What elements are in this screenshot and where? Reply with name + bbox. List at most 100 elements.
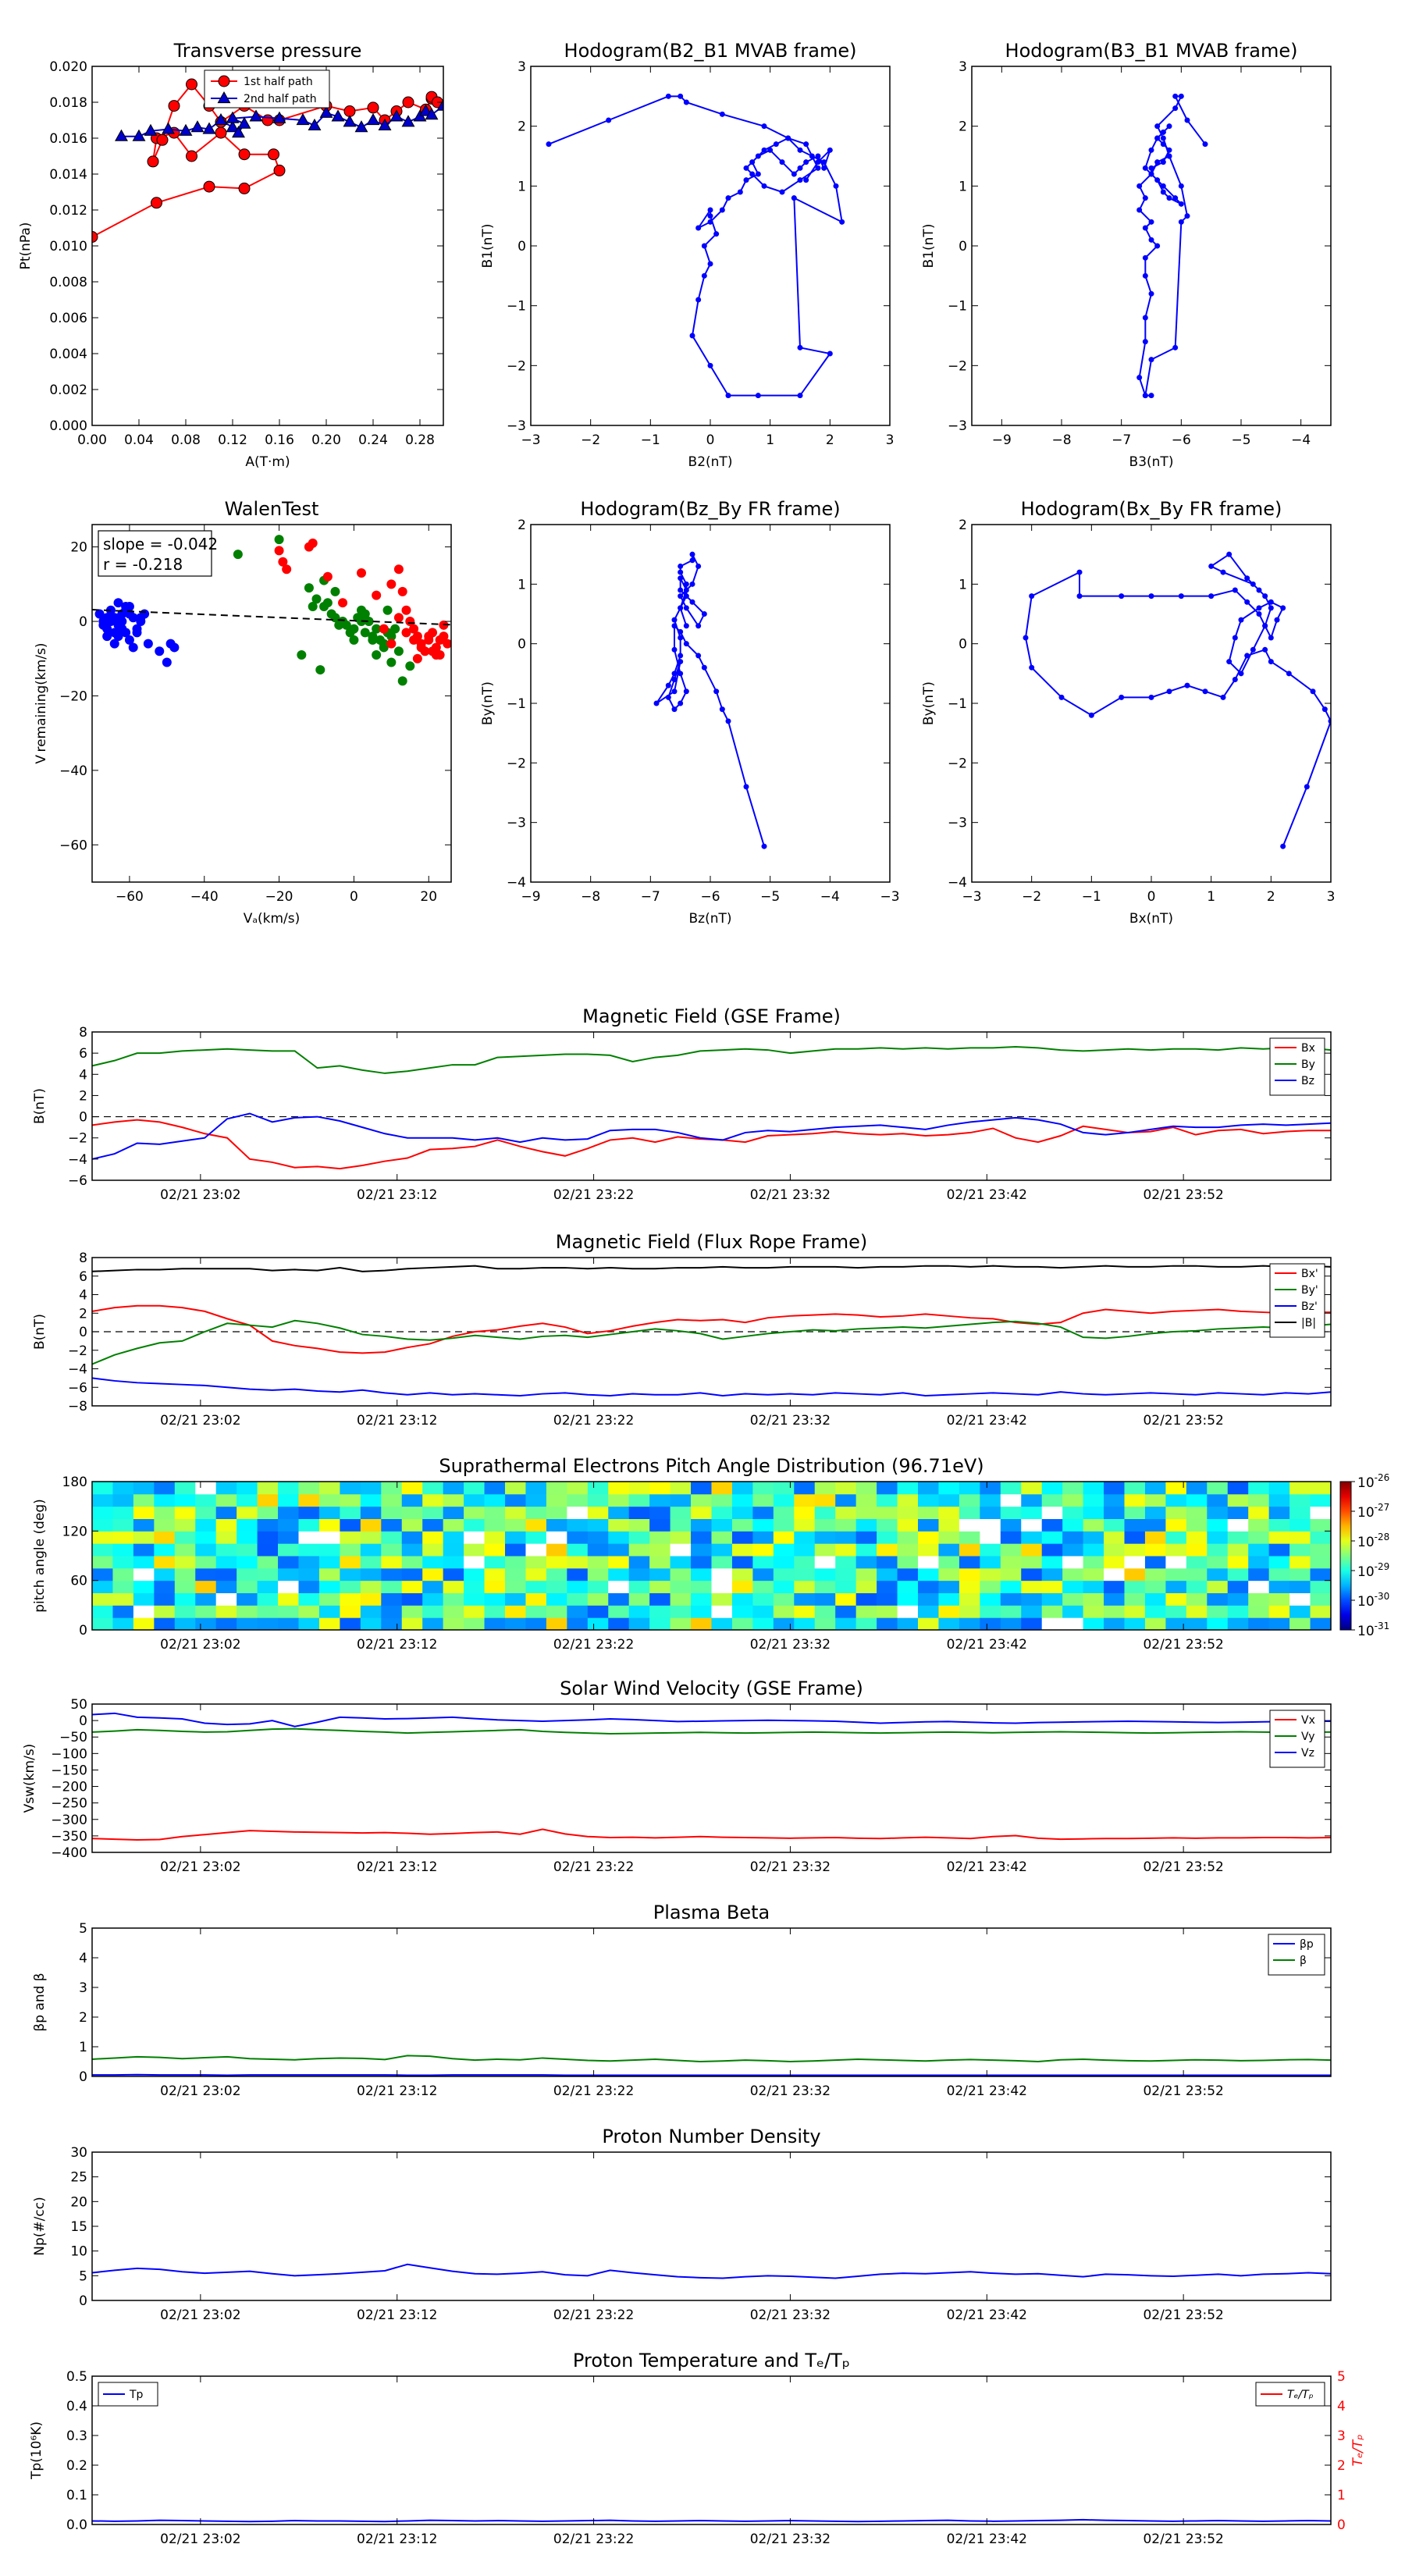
pad-heatmap-cell bbox=[1021, 1592, 1043, 1606]
h2-x-tick-label: −7 bbox=[1112, 432, 1131, 448]
pad-heatmap-cell bbox=[443, 1493, 464, 1507]
pad-heatmap-cell bbox=[1186, 1493, 1208, 1507]
h1-data-point bbox=[689, 333, 695, 339]
pad-heatmap-cell bbox=[237, 1518, 258, 1532]
pad-heatmap-cell bbox=[1124, 1531, 1146, 1544]
h3-data-point bbox=[683, 641, 689, 647]
bgse-y-axis-label: B(nT) bbox=[32, 1088, 48, 1124]
h3-data-point bbox=[671, 623, 678, 629]
walen-x-tick-label: 0 bbox=[350, 889, 358, 905]
pad-heatmap-cell bbox=[1083, 1605, 1104, 1618]
pad-heatmap-cell bbox=[1248, 1531, 1270, 1544]
walen-data-point bbox=[386, 579, 397, 589]
h4-y-tick-label: 2 bbox=[959, 518, 967, 533]
pad-heatmap-cell bbox=[298, 1506, 320, 1519]
pad-heatmap-cell bbox=[1165, 1605, 1187, 1618]
pad-heatmap-cell bbox=[215, 1506, 237, 1519]
pad-heatmap-cell bbox=[980, 1493, 1001, 1507]
h3-data-point bbox=[671, 706, 678, 713]
pad-heatmap-cell bbox=[133, 1493, 155, 1507]
pad-heatmap-cell bbox=[381, 1518, 403, 1532]
beta-time-tick-label: 02/21 23:52 bbox=[1143, 2083, 1223, 2099]
pad-heatmap-cell bbox=[773, 1506, 795, 1519]
bgse-y-tick-label: 0 bbox=[79, 1110, 87, 1126]
h1-data-point bbox=[821, 159, 827, 165]
tp-y2-tick-label: 5 bbox=[1337, 2369, 1346, 2385]
pad-heatmap-cell bbox=[1062, 1592, 1084, 1606]
pad-heatmap-cell bbox=[484, 1531, 506, 1544]
pad-heatmap-cell bbox=[525, 1493, 547, 1507]
pad-heatmap-cell bbox=[1000, 1580, 1022, 1593]
pad-heatmap-cell bbox=[195, 1567, 217, 1582]
pad-time-tick-label: 02/21 23:32 bbox=[750, 1637, 831, 1653]
pad-heatmap-cell bbox=[381, 1482, 403, 1495]
pad-heatmap-cell bbox=[257, 1592, 279, 1606]
pad-heatmap-cell bbox=[1000, 1556, 1022, 1569]
pad-heatmap-cell bbox=[1207, 1518, 1229, 1532]
h2-data-point bbox=[1148, 165, 1154, 171]
bfr-y-tick-label: −8 bbox=[68, 1399, 87, 1414]
pad-heatmap-cell bbox=[877, 1556, 898, 1569]
h3-y-tick-label: 0 bbox=[518, 637, 526, 653]
pad-heatmap-cell bbox=[1124, 1518, 1146, 1532]
pad-heatmap-cell bbox=[505, 1531, 526, 1544]
walen-data-point bbox=[282, 564, 292, 575]
pad-heatmap-cell bbox=[752, 1543, 774, 1557]
pad-colorbar-base: 10 bbox=[1357, 1564, 1375, 1580]
walen-data-point bbox=[311, 594, 322, 604]
pad-heatmap-cell bbox=[731, 1482, 753, 1495]
pad-colorbar-base: 10 bbox=[1357, 1505, 1375, 1521]
pt-data-point bbox=[190, 120, 205, 133]
walen-r-text: r = -0.218 bbox=[103, 555, 183, 574]
vsw-y-tick-label: 50 bbox=[70, 1697, 87, 1713]
pt-data-point bbox=[214, 112, 228, 126]
h1-data-point bbox=[767, 147, 774, 153]
h1-data-point bbox=[701, 243, 707, 249]
h3-x-tick-label: −7 bbox=[641, 889, 660, 905]
pt-y-tick-label: 0.004 bbox=[49, 347, 87, 362]
pad-heatmap-cell bbox=[1144, 1506, 1166, 1519]
tp-plot-frame bbox=[91, 2375, 1332, 2525]
pad-heatmap-cell bbox=[505, 1580, 526, 1593]
beta-legend-label: β bbox=[1300, 1955, 1307, 1967]
vsw-series-line-2 bbox=[92, 1712, 1331, 1727]
walen-data-point bbox=[412, 653, 422, 664]
pad-heatmap-cell bbox=[1021, 1556, 1043, 1569]
pad-heatmap-cell bbox=[1104, 1592, 1125, 1606]
pad-heatmap-cell bbox=[877, 1531, 898, 1544]
pad-heatmap-cell bbox=[711, 1580, 733, 1593]
pad-heatmap-cell bbox=[877, 1567, 898, 1582]
pad-heatmap-cell bbox=[711, 1543, 733, 1557]
h1-y-tick-label: 2 bbox=[518, 119, 526, 135]
pad-heatmap-cell bbox=[835, 1617, 857, 1630]
h1-data-point bbox=[815, 165, 821, 171]
bfr-time-tick-label: 02/21 23:52 bbox=[1143, 1413, 1223, 1429]
h2-data-point bbox=[1154, 243, 1161, 249]
beta-time-tick-label: 02/21 23:22 bbox=[553, 2083, 634, 2099]
h4-data-point bbox=[1286, 671, 1292, 677]
pad-heatmap-cell bbox=[1144, 1518, 1166, 1532]
pad-heatmap-cell bbox=[773, 1543, 795, 1557]
pad-heatmap-cell bbox=[525, 1580, 547, 1593]
pt-data-point bbox=[261, 114, 274, 126]
pad-heatmap-cell bbox=[298, 1493, 320, 1507]
pad-heatmap-cell bbox=[360, 1580, 382, 1593]
pad-heatmap-cell bbox=[731, 1506, 753, 1519]
h1-data-point bbox=[743, 177, 749, 183]
pad-heatmap-cell bbox=[1227, 1531, 1249, 1544]
h2-data-point bbox=[1172, 344, 1179, 350]
h4-data-point bbox=[1256, 605, 1262, 611]
pad-colorbar-base: 10 bbox=[1357, 1535, 1375, 1550]
pad-heatmap-cell bbox=[567, 1567, 589, 1582]
pad-heatmap-cell bbox=[897, 1567, 919, 1582]
walen-plot-frame bbox=[91, 524, 452, 883]
bgse-y-tick-label: −2 bbox=[68, 1131, 87, 1147]
pad-heatmap-cell bbox=[443, 1617, 464, 1630]
h1-y-tick-label: 0 bbox=[518, 239, 526, 254]
pad-heatmap-cell bbox=[257, 1543, 279, 1557]
bfr-series-line-2 bbox=[92, 1377, 1331, 1397]
walen-data-point bbox=[102, 632, 112, 642]
walen-data-point bbox=[278, 557, 288, 567]
pad-heatmap-cell bbox=[855, 1493, 877, 1507]
pad-heatmap-cell bbox=[237, 1506, 258, 1519]
